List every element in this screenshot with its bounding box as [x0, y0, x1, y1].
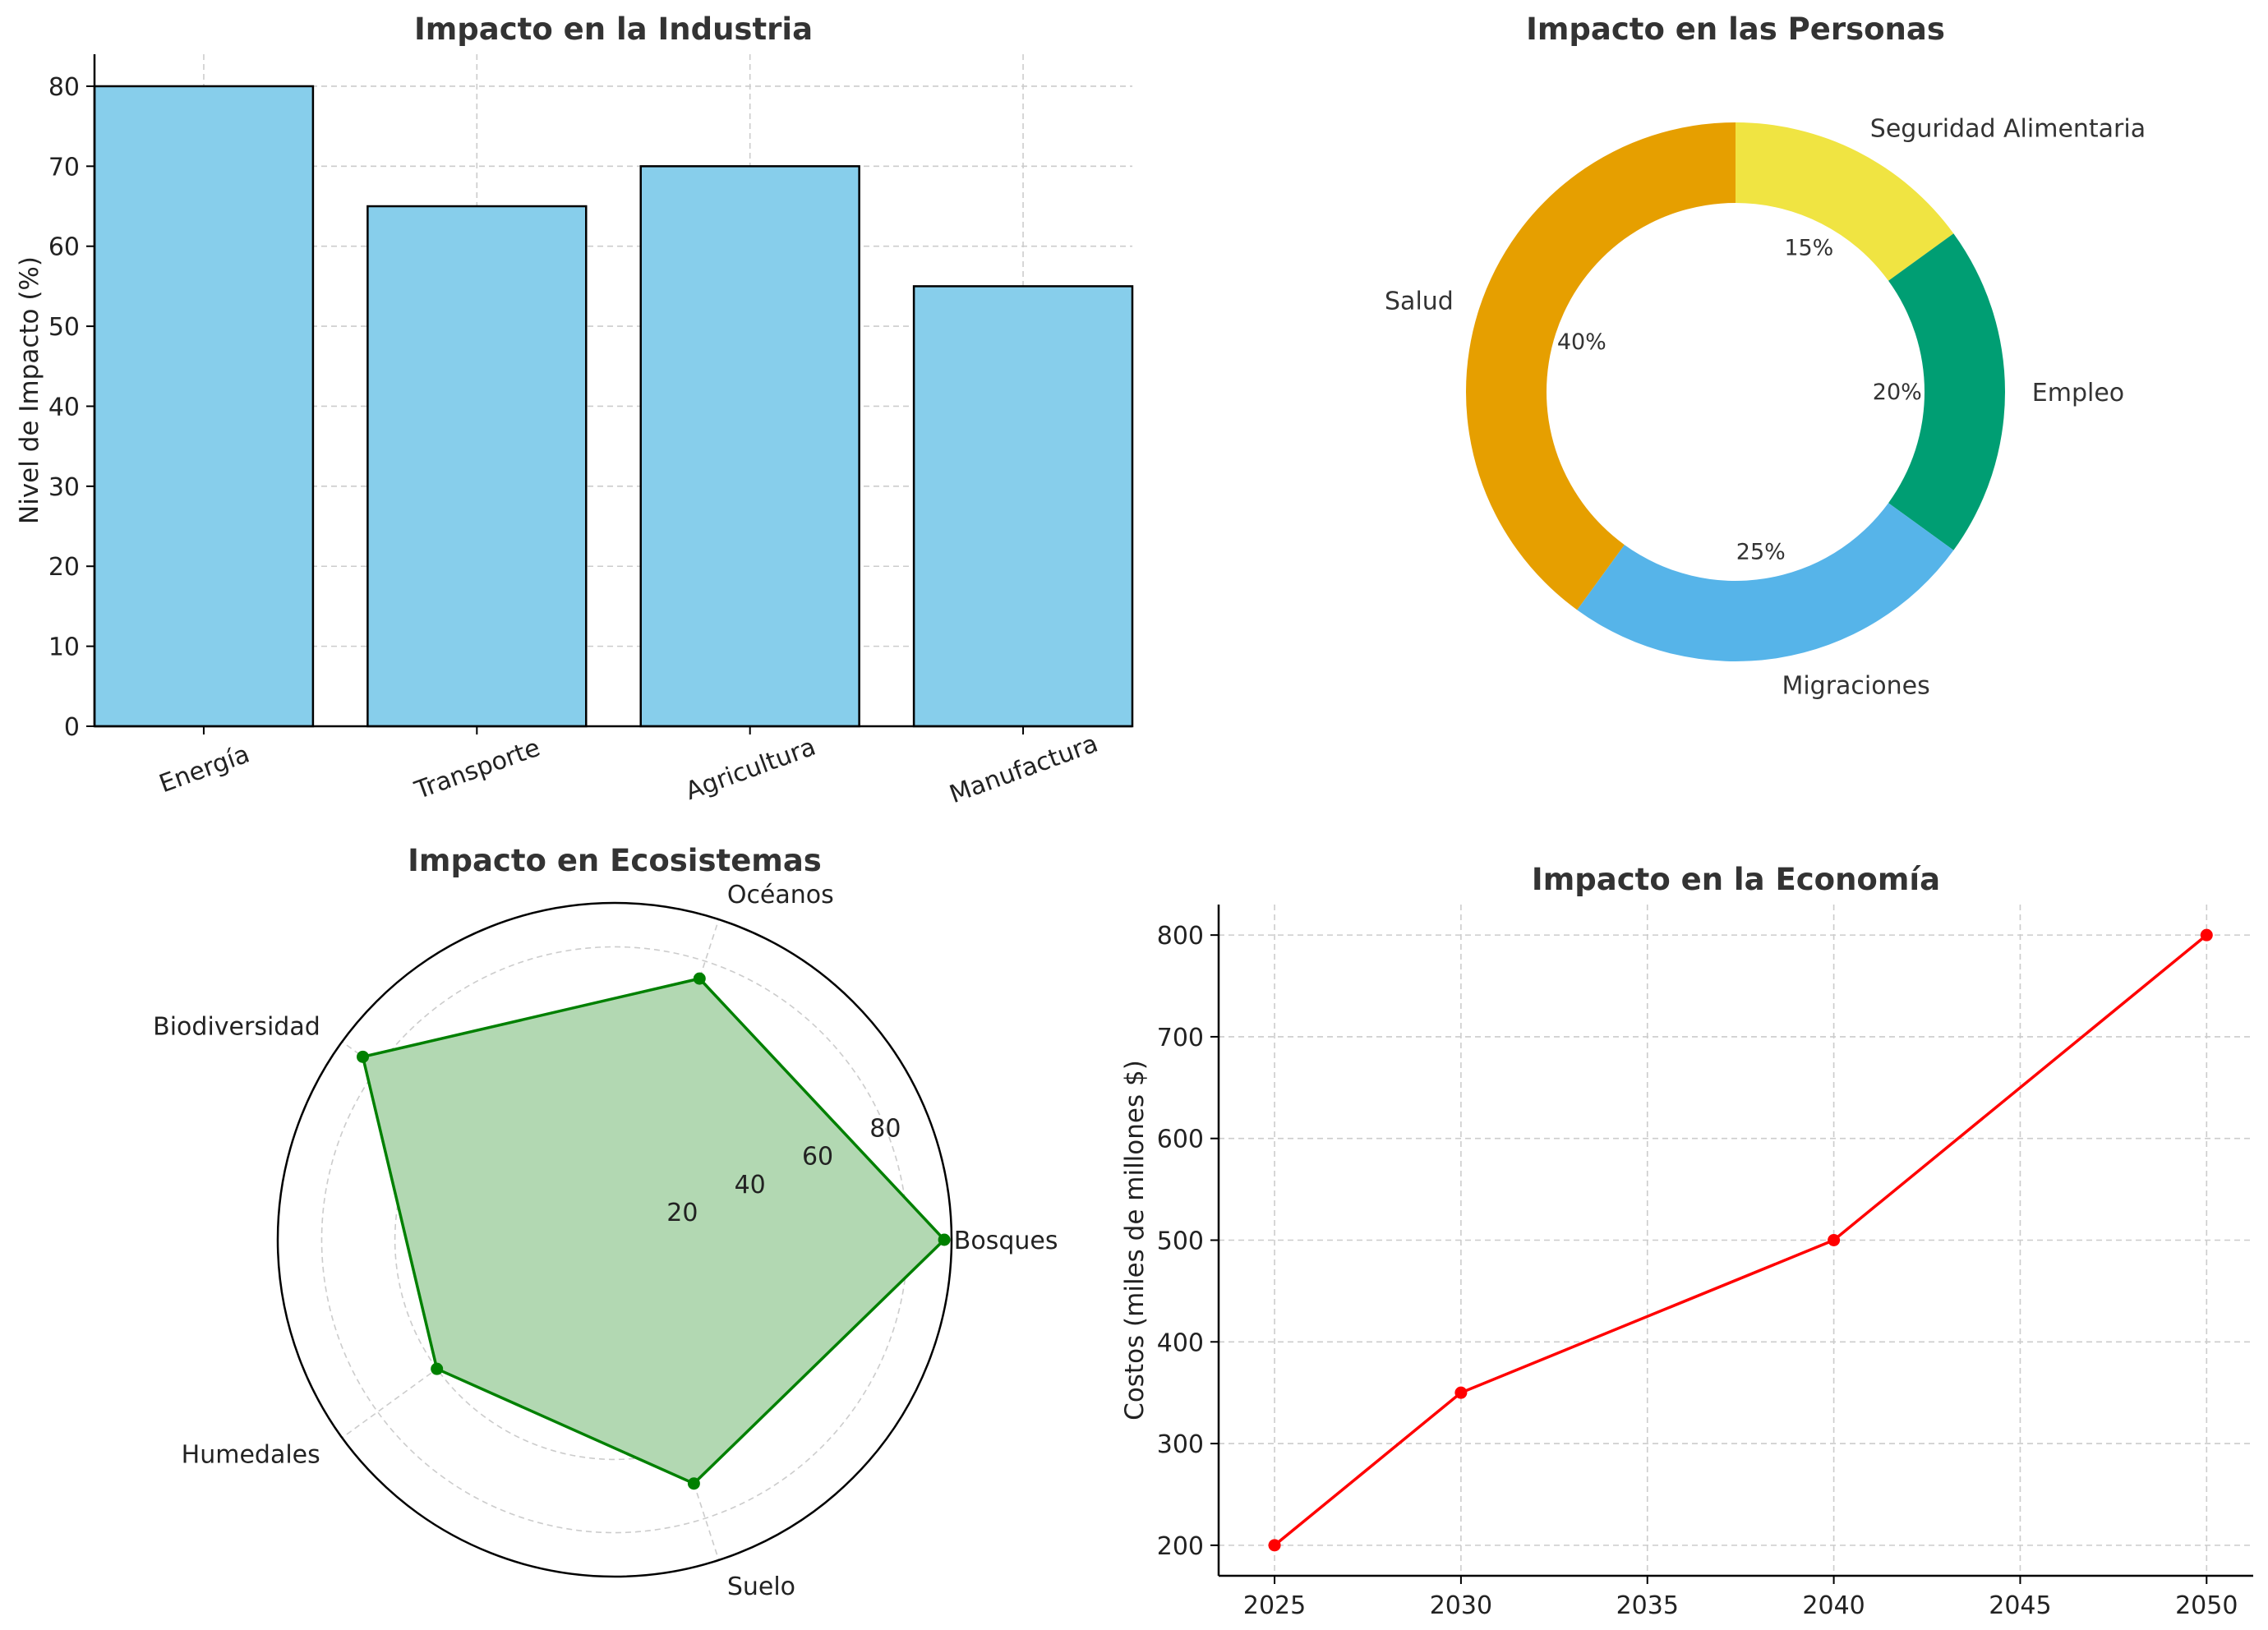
y-tick-label: 0 [64, 713, 80, 742]
radar-axis-label-suelo: Suelo [727, 1572, 795, 1601]
x-tick-label: 2040 [1802, 1591, 1865, 1620]
radar-axis-label-humedales: Humedales [182, 1440, 320, 1469]
radar-axis-label-biodiversidad: Biodiversidad [153, 1013, 320, 1042]
slice-percent-salud: 40% [1557, 329, 1606, 355]
slice-percent-migraciones: 25% [1736, 539, 1786, 564]
data-point-2030 [1454, 1386, 1468, 1399]
industry-bar-chart: 0 10 20 30 40 50 60 70 80 Energía Transporte Agricu… [15, 12, 1134, 810]
y-axis-label: Costos (miles de millones $) [1120, 1060, 1150, 1420]
y-tick-label: 800 [1157, 922, 1204, 951]
slice-label-empleo: Empleo [2032, 379, 2124, 408]
chart-title: Impacto en Ecosistemas [408, 843, 822, 878]
y-tick-label: 50 [48, 313, 80, 342]
x-tick-label: 2050 [2175, 1591, 2238, 1620]
bar-energia [93, 85, 315, 728]
radar-point-oceanos [693, 972, 706, 985]
bar-transporte [366, 205, 588, 728]
y-tick-label: 10 [48, 633, 80, 662]
y-tick-label: 30 [48, 473, 80, 502]
radial-tick-label: 60 [802, 1143, 833, 1172]
people-donut-chart: Seguridad Alimentaria 15% Empleo 20% Migraci… [1385, 12, 2146, 700]
bar-manufactura [912, 285, 1134, 728]
slice-label-seguridad-alimentaria: Seguridad Alimentaria [1870, 115, 2146, 144]
y-tick-label: 70 [48, 153, 80, 182]
x-tick-label-manufactura: Manufactura [946, 730, 1102, 810]
y-tick-label: 500 [1157, 1227, 1204, 1256]
radar-series-line [361, 977, 947, 1485]
ecosystems-radar-chart: 20 40 60 80 Bosques Océanos Biodiversidad Humed… [153, 843, 1058, 1601]
slice-percent-seguridad-alimentaria: 15% [1784, 236, 1833, 261]
economy-line-chart: 200 300 400 500 600 700 800 2025 2030 2035 2040 204… [1120, 862, 2253, 1620]
donut-slice-empleo [1888, 233, 2006, 550]
chart-title: Impacto en las Personas [1526, 12, 1945, 47]
x-tick-label: 2045 [1989, 1591, 2051, 1620]
donut-slice-migraciones [1577, 503, 1954, 662]
slice-label-salud: Salud [1385, 288, 1454, 316]
donut-slice-seguridad-alimentaria [1736, 122, 1954, 281]
radial-tick-label: 80 [869, 1115, 901, 1144]
radial-tick-label: 20 [666, 1199, 698, 1227]
y-tick-label: 200 [1157, 1532, 1204, 1561]
radar-area-fill [362, 978, 945, 1484]
donut-slice-salud [1465, 122, 1736, 610]
y-tick-label: 40 [48, 393, 80, 421]
y-tick-label: 700 [1157, 1024, 1204, 1052]
x-tick-label: 2025 [1243, 1591, 1306, 1620]
radar-axis-label-bosques: Bosques [954, 1227, 1058, 1255]
data-point-2050 [2200, 928, 2213, 942]
chart-title: Impacto en la Industria [414, 12, 813, 47]
slice-label-migraciones: Migraciones [1782, 671, 1929, 700]
x-tick-label: 2035 [1616, 1591, 1679, 1620]
radar-outer-ring [276, 901, 953, 1578]
y-tick-label: 400 [1157, 1328, 1204, 1357]
slice-percent-empleo: 20% [1873, 380, 1922, 405]
radar-point-suelo [687, 1477, 700, 1490]
y-tick-label: 300 [1157, 1430, 1204, 1459]
y-tick-label: 600 [1157, 1126, 1204, 1154]
y-axis-label: Nivel de Impacto (%) [15, 256, 44, 524]
chart-title: Impacto en la Economía [1532, 862, 1940, 897]
x-tick-label: 2030 [1430, 1591, 1492, 1620]
bar-agricultura [639, 165, 860, 728]
x-tick-label-energia: Energía [155, 739, 253, 799]
cost-series-line [1273, 933, 2208, 1547]
radar-point-bosques [938, 1233, 951, 1246]
data-point-2040 [1828, 1234, 1841, 1246]
radar-point-biodiversidad [357, 1050, 370, 1063]
y-tick-label: 80 [48, 73, 80, 102]
data-point-2025 [1268, 1539, 1281, 1552]
y-tick-label: 60 [48, 233, 80, 262]
x-tick-label-transporte: Transporte [410, 734, 544, 806]
radar-axis-label-oceanos: Océanos [727, 881, 834, 909]
y-tick-label: 20 [48, 553, 80, 582]
radar-point-humedales [431, 1362, 444, 1375]
x-tick-label-agricultura: Agricultura [682, 733, 820, 807]
radial-tick-label: 40 [735, 1171, 766, 1199]
